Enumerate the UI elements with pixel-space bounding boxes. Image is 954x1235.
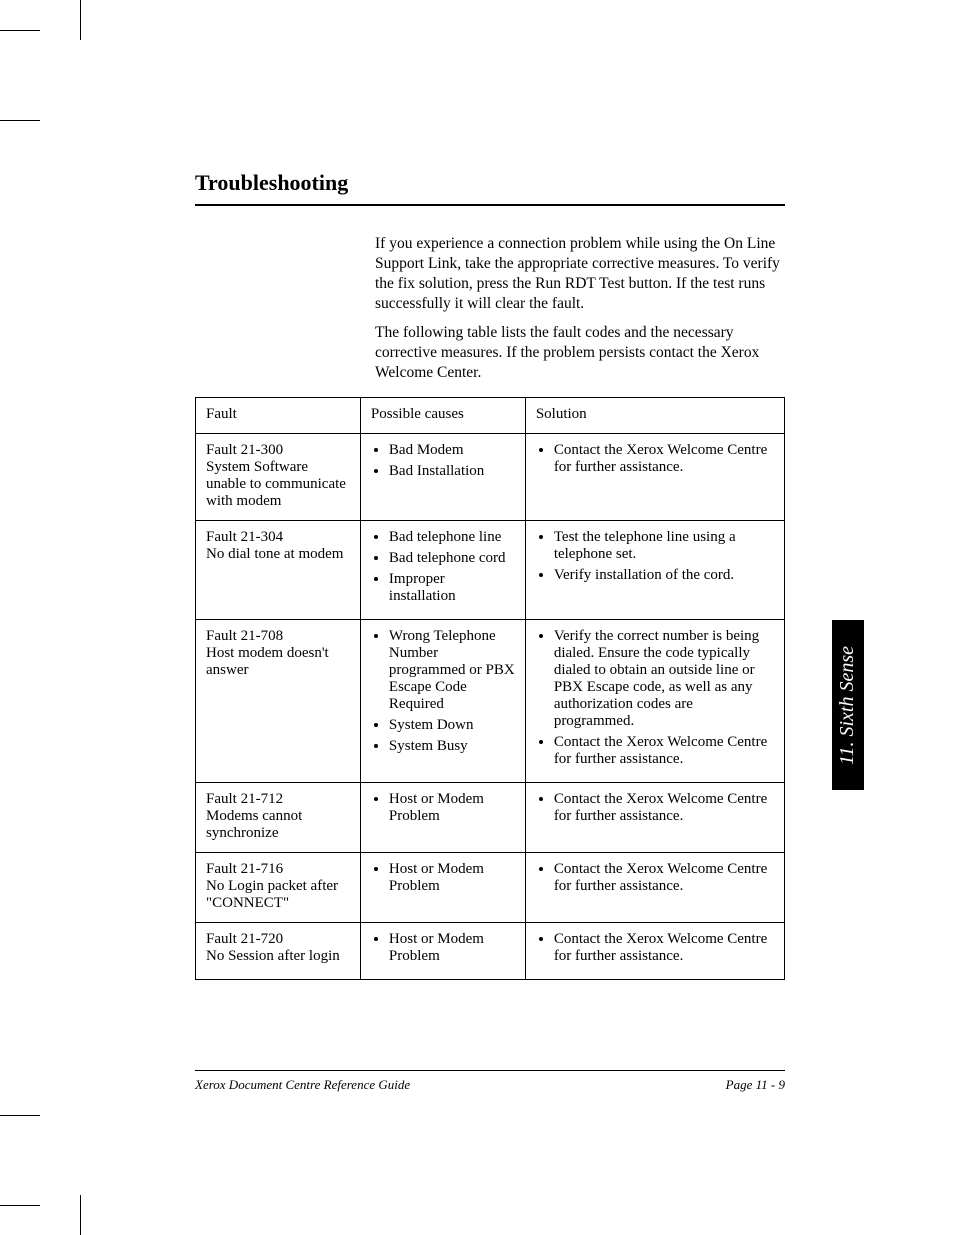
crop-mark <box>0 30 40 31</box>
cell-fault: Fault 21-720No Session after login <box>196 922 361 979</box>
table-row: Fault 21-716No Login packet after "CONNE… <box>196 852 785 922</box>
th-fault: Fault <box>196 397 361 433</box>
cell-fault: Fault 21-300System Software unable to co… <box>196 433 361 520</box>
cause-item: Wrong Telephone Number programmed or PBX… <box>389 628 515 713</box>
intro-paragraph: The following table lists the fault code… <box>375 323 785 383</box>
footer-right: Page 11 - 9 <box>726 1077 785 1093</box>
cause-item: System Busy <box>389 738 515 755</box>
cause-item: Host or Modem Problem <box>389 791 515 825</box>
solution-item: Verify the correct number is being diale… <box>554 628 774 730</box>
fault-code: Fault 21-708 <box>206 628 350 645</box>
crop-mark <box>0 120 40 121</box>
cell-causes: Bad telephone line Bad telephone cord Impr… <box>360 520 525 619</box>
solution-item: Contact the Xerox Welcome Centre for fur… <box>554 442 774 476</box>
solution-item: Contact the Xerox Welcome Centre for fur… <box>554 861 774 895</box>
cell-solution: Test the telephone line using a telephon… <box>525 520 784 619</box>
cell-fault: Fault 21-304No dial tone at modem <box>196 520 361 619</box>
crop-mark <box>80 0 81 40</box>
cell-causes: Host or Modem Problem <box>360 852 525 922</box>
footer-left: Xerox Document Centre Reference Guide <box>195 1077 410 1093</box>
table-row: Fault 21-720No Session after login Host o… <box>196 922 785 979</box>
cell-solution: Contact the Xerox Welcome Centre for fur… <box>525 782 784 852</box>
cause-item: Improper installation <box>389 571 515 605</box>
fault-desc: System Software unable to communicate wi… <box>206 459 346 509</box>
table-header-row: Fault Possible causes Solution <box>196 397 785 433</box>
cell-causes: Host or Modem Problem <box>360 922 525 979</box>
cause-item: Bad Installation <box>389 463 515 480</box>
fault-desc: No Session after login <box>206 948 340 964</box>
fault-code: Fault 21-712 <box>206 791 350 808</box>
crop-mark <box>0 1115 40 1116</box>
cell-causes: Wrong Telephone Number programmed or PBX… <box>360 619 525 782</box>
cell-causes: Bad Modem Bad Installation <box>360 433 525 520</box>
crop-mark <box>0 1205 40 1206</box>
table-row: Fault 21-304No dial tone at modemBad tel… <box>196 520 785 619</box>
page-content: Troubleshooting If you experience a conn… <box>195 170 785 980</box>
fault-desc: Host modem doesn't answer <box>206 645 329 678</box>
chapter-tab-label: 11. Sixth Sense <box>837 645 860 764</box>
cause-item: Bad Modem <box>389 442 515 459</box>
cause-item: Host or Modem Problem <box>389 931 515 965</box>
fault-table: Fault Possible causes Solution Fault 21-… <box>195 397 785 980</box>
cell-solution: Verify the correct number is being diale… <box>525 619 784 782</box>
cell-causes: Host or Modem Problem <box>360 782 525 852</box>
cell-fault: Fault 21-712Modems cannot synchronize <box>196 782 361 852</box>
cell-solution: Contact the Xerox Welcome Centre for fur… <box>525 433 784 520</box>
fault-code: Fault 21-716 <box>206 861 350 878</box>
page-footer: Xerox Document Centre Reference Guide Pa… <box>195 1070 785 1093</box>
cause-item: Bad telephone cord <box>389 550 515 567</box>
cell-solution: Contact the Xerox Welcome Centre for fur… <box>525 852 784 922</box>
table-row: Fault 21-300System Software unable to co… <box>196 433 785 520</box>
fault-desc: Modems cannot synchronize <box>206 808 302 841</box>
fault-desc: No dial tone at modem <box>206 546 343 562</box>
table-row: Fault 21-708Host modem doesn't answer Wro… <box>196 619 785 782</box>
fault-code: Fault 21-300 <box>206 442 350 459</box>
table-row: Fault 21-712Modems cannot synchronize Hos… <box>196 782 785 852</box>
fault-code: Fault 21-720 <box>206 931 350 948</box>
th-causes: Possible causes <box>360 397 525 433</box>
crop-mark <box>80 1195 81 1235</box>
cause-item: Host or Modem Problem <box>389 861 515 895</box>
cause-item: System Down <box>389 717 515 734</box>
solution-item: Verify installation of the cord. <box>554 567 774 584</box>
section-heading: Troubleshooting <box>195 170 785 196</box>
intro-block: If you experience a connection problem w… <box>375 234 785 383</box>
cell-fault: Fault 21-716No Login packet after "CONNE… <box>196 852 361 922</box>
heading-rule <box>195 204 785 206</box>
cause-item: Bad telephone line <box>389 529 515 546</box>
th-solution: Solution <box>525 397 784 433</box>
cell-fault: Fault 21-708Host modem doesn't answer <box>196 619 361 782</box>
solution-item: Test the telephone line using a telephon… <box>554 529 774 563</box>
solution-item: Contact the Xerox Welcome Centre for fur… <box>554 931 774 965</box>
solution-item: Contact the Xerox Welcome Centre for fur… <box>554 734 774 768</box>
solution-item: Contact the Xerox Welcome Centre for fur… <box>554 791 774 825</box>
fault-desc: No Login packet after "CONNECT" <box>206 878 338 911</box>
intro-paragraph: If you experience a connection problem w… <box>375 234 785 315</box>
cell-solution: Contact the Xerox Welcome Centre for fur… <box>525 922 784 979</box>
fault-code: Fault 21-304 <box>206 529 350 546</box>
footer-rule <box>195 1070 785 1071</box>
chapter-tab: 11. Sixth Sense <box>832 620 864 790</box>
